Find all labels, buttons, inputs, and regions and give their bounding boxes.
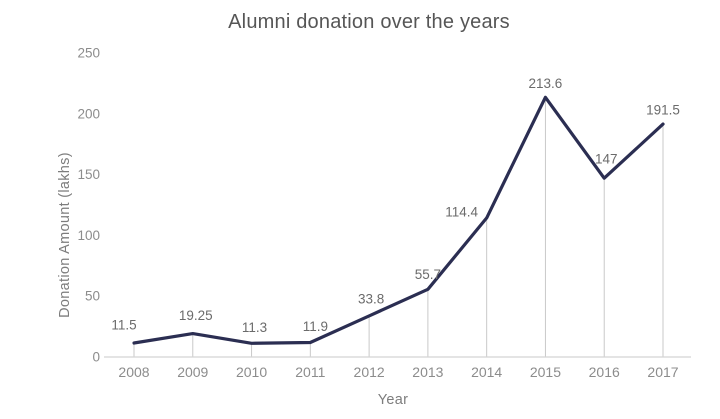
x-tick-label: 2009 — [177, 364, 208, 380]
x-tick-label: 2013 — [412, 364, 443, 380]
x-tick-label: 2015 — [530, 364, 561, 380]
x-axis-title: Year — [377, 392, 409, 408]
x-tick-label: 2012 — [354, 364, 385, 380]
series-line — [132, 95, 665, 345]
data-point-label: 11.9 — [303, 319, 328, 334]
chart-title: Alumni donation over the years — [228, 11, 510, 33]
data-point-label: 213.6 — [529, 76, 563, 91]
x-tick-label: 2011 — [295, 364, 325, 380]
data-point-label: 11.5 — [111, 318, 136, 333]
y-tick-label: 150 — [77, 167, 100, 182]
data-point-label: 11.3 — [242, 320, 267, 335]
x-tick-label: 2016 — [589, 364, 620, 380]
data-point-label: 191.5 — [646, 103, 680, 118]
y-tick-label: 200 — [77, 106, 100, 121]
data-point-label: 33.8 — [358, 291, 384, 306]
x-tick-label: 2014 — [471, 364, 502, 380]
y-tick-label: 100 — [77, 228, 100, 243]
y-tick-label: 50 — [85, 289, 100, 304]
y-tick-label: 0 — [92, 350, 100, 365]
x-tick-label: 2017 — [647, 364, 678, 380]
data-point-label: 55.7 — [415, 267, 441, 282]
y-tick-label: 250 — [77, 46, 100, 61]
x-tick-label: 2008 — [118, 364, 149, 380]
data-point-label: 114.4 — [445, 204, 478, 219]
data-point-label: 19.25 — [179, 308, 213, 323]
x-tick-label: 2010 — [236, 364, 267, 380]
data-point-label: 147 — [595, 152, 618, 167]
